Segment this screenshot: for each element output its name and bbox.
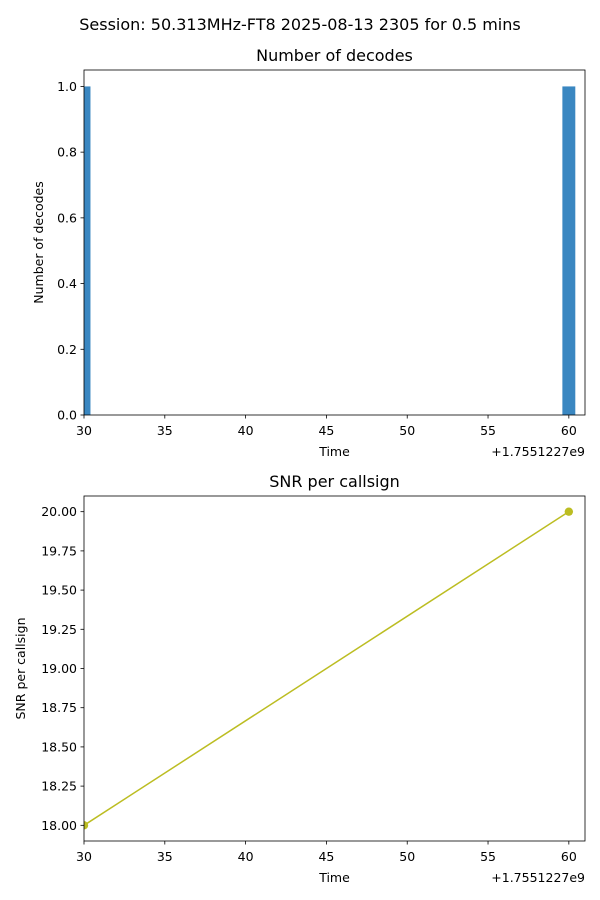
chart-title: Number of decodes xyxy=(256,46,413,65)
y-tick-label-4: 19.00 xyxy=(41,661,77,676)
y-tick-label-4: 0.8 xyxy=(57,145,77,160)
data-point-0 xyxy=(84,821,89,830)
series-line-0 xyxy=(84,511,570,826)
x-tick-label-1: 35 xyxy=(157,423,173,438)
y-tick-label-6: 19.50 xyxy=(41,583,77,598)
y-tick-label-0: 18.00 xyxy=(41,818,77,833)
x-tick-label-1: 35 xyxy=(157,849,173,864)
y-tick-label-3: 18.75 xyxy=(41,700,77,715)
y-axis-label: SNR per callsign xyxy=(13,617,28,719)
x-tick-label-3: 45 xyxy=(318,849,334,864)
plot-area xyxy=(84,86,576,415)
bar-1 xyxy=(562,86,576,415)
y-tick-label-8: 20.00 xyxy=(41,504,77,519)
x-tick-label-6: 60 xyxy=(561,849,577,864)
data-point-1 xyxy=(564,507,574,516)
y-tick-label-5: 1.0 xyxy=(57,79,77,94)
x-tick-label-3: 45 xyxy=(318,423,334,438)
x-tick-label-2: 40 xyxy=(238,423,254,438)
figure-suptitle: Session: 50.313MHz-FT8 2025-08-13 2305 f… xyxy=(79,15,521,34)
y-tick-label-1: 18.25 xyxy=(41,779,77,794)
y-tick-label-2: 18.50 xyxy=(41,739,77,754)
snr-chart: 30 35 40 45 50 55 60 18.00 18.25 18.50 18.75 19.00 1… xyxy=(13,472,586,885)
x-tick-label-2: 40 xyxy=(238,849,254,864)
x-offset-label: +1.7551227e9 xyxy=(491,444,585,459)
chart-title: SNR per callsign xyxy=(269,472,400,491)
y-tick-label-7: 19.75 xyxy=(41,543,77,558)
x-tick-label-0: 30 xyxy=(76,423,92,438)
x-axis-label: Time xyxy=(318,870,350,885)
x-tick-label-6: 60 xyxy=(561,423,577,438)
axes-frame xyxy=(83,495,586,842)
x-offset-label: +1.7551227e9 xyxy=(491,870,585,885)
bar-0 xyxy=(84,86,91,415)
x-tick-label-4: 50 xyxy=(399,849,415,864)
y-tick-label-5: 19.25 xyxy=(41,622,77,637)
decodes-chart: 30 35 40 45 50 55 60 0.0 0.2 0.4 0.6 0.8 1.0 Number o… xyxy=(31,46,586,459)
x-tick-label-5: 55 xyxy=(480,849,496,864)
x-tick-label-0: 30 xyxy=(76,849,92,864)
y-tick-label-0: 0.0 xyxy=(57,408,77,423)
y-axis-label: Number of decodes xyxy=(31,181,46,304)
axes-frame xyxy=(83,69,586,416)
x-tick-label-4: 50 xyxy=(399,423,415,438)
y-tick-label-2: 0.4 xyxy=(57,276,77,291)
x-axis-label: Time xyxy=(318,444,350,459)
y-tick-label-1: 0.2 xyxy=(57,342,77,357)
plot-area xyxy=(84,507,574,830)
y-tick-label-3: 0.6 xyxy=(57,210,77,225)
x-tick-label-5: 55 xyxy=(480,423,496,438)
